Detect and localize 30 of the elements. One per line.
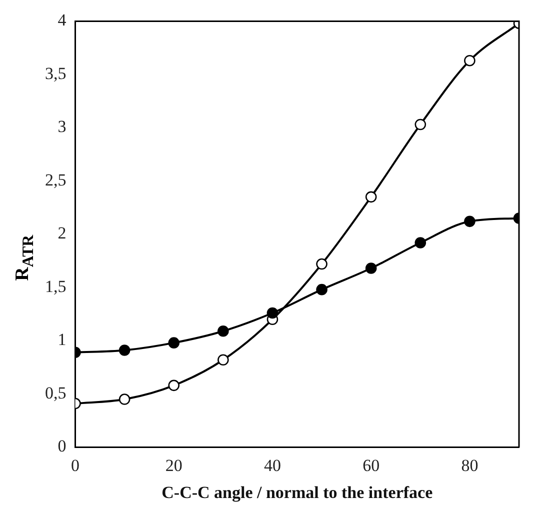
point (464, 216, 476, 228)
x-tick-label: 80 (461, 456, 478, 475)
point (365, 262, 377, 274)
point (365, 191, 377, 203)
y-tick-label: 1 (58, 330, 66, 350)
x-tick-label: 40 (264, 456, 281, 475)
point (414, 237, 426, 248)
x-tick-label: 60 (362, 456, 380, 475)
y-tick-label: 1,5 (45, 276, 66, 296)
x-tick-label: 20 (165, 456, 182, 475)
point (118, 394, 130, 405)
point (316, 284, 328, 296)
y-tick-label: 2,5 (45, 170, 66, 190)
point (266, 307, 278, 319)
point (118, 344, 130, 356)
y-tick-label: 0,5 (45, 383, 66, 402)
point (414, 118, 426, 130)
y-tick-label: 2 (58, 224, 66, 243)
x-axis-title: C-C-C angle / normal to the interface (162, 483, 434, 502)
point (168, 380, 180, 392)
point (168, 337, 180, 348)
y-tick-label: 4 (58, 10, 67, 30)
y-tick-label: 3 (58, 117, 66, 136)
y-tick-label: 0 (58, 436, 66, 456)
point (316, 258, 328, 270)
point (218, 325, 229, 337)
x-tick-label: 0 (71, 456, 80, 475)
point (464, 54, 476, 66)
point (218, 354, 229, 366)
y-tick-label: 3,5 (45, 64, 66, 83)
